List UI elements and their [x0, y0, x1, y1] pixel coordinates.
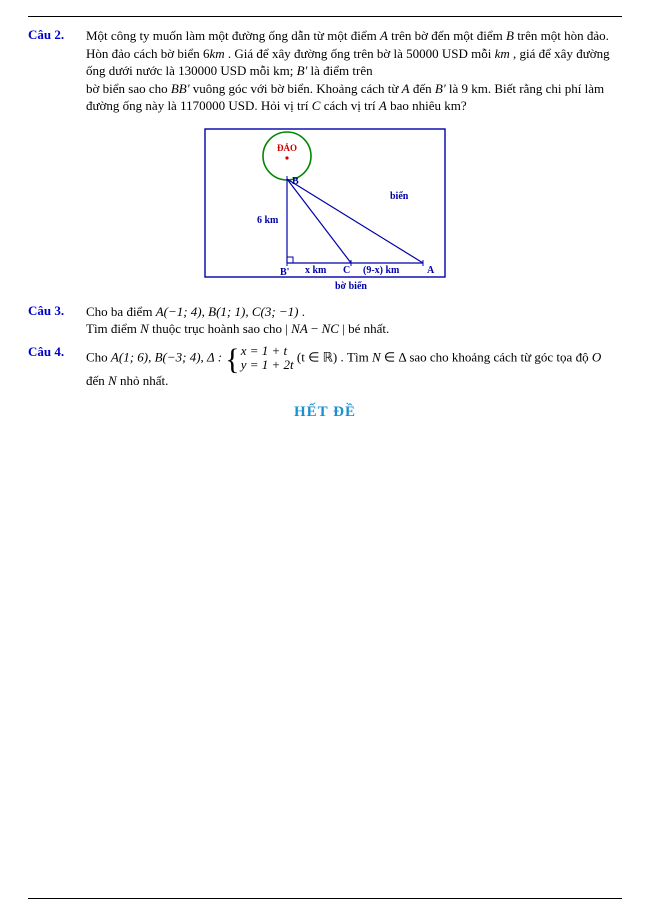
bottom-rule	[28, 898, 622, 899]
svg-text:x km: x km	[305, 265, 327, 276]
question-3-number: Câu 3.	[28, 303, 86, 338]
question-3-body: Cho ba điểm A(−1; 4), B(1; 1), C(3; −1) …	[86, 303, 622, 338]
svg-text:B: B	[292, 176, 299, 187]
question-2-number: Câu 2.	[28, 27, 86, 115]
q4-system: { x = 1 + t y = 1 + 2t	[225, 344, 293, 373]
q3-abc: A(−1; 4), B(1; 1), C(3; −1)	[156, 304, 299, 319]
q3-suffix: .	[302, 304, 305, 319]
question-4-body: Cho A(1; 6), B(−3; 4), Δ : { x = 1 + t y…	[86, 344, 622, 390]
q4-ab: A(1; 6), B(−3; 4), Δ :	[111, 349, 225, 364]
svg-text:B': B'	[280, 267, 290, 278]
q4-prefix: Cho	[86, 349, 111, 364]
end-of-exam: HẾT ĐỀ	[28, 404, 622, 421]
svg-text:biển: biển	[390, 191, 409, 202]
question-2: Câu 2. Một công ty muốn làm một đường ốn…	[28, 27, 622, 115]
svg-text:C: C	[343, 265, 350, 276]
diagram-container: ĐẢO Bbiển 6 km B' x km C (9-x) km Abờ biển	[28, 121, 622, 293]
svg-text:A: A	[427, 265, 435, 276]
q4-eq1: x = 1 + t	[241, 344, 294, 358]
question-3: Câu 3. Cho ba điểm A(−1; 4), B(1; 1), C(…	[28, 303, 622, 338]
q3-line2: Tìm điểm N thuộc trục hoành sao cho | NA…	[86, 321, 389, 336]
svg-text:ĐẢO: ĐẢO	[277, 143, 297, 153]
q2-line1: Một công ty muốn làm một đường ống dẫn t…	[86, 28, 610, 78]
pipeline-diagram: ĐẢO Bbiển 6 km B' x km C (9-x) km Abờ biển	[195, 121, 455, 293]
q4-eq2: y = 1 + 2t	[241, 358, 294, 372]
q4-system-eqs: x = 1 + t y = 1 + 2t	[241, 344, 294, 373]
q4-mid: (t ∈ ℝ)	[297, 349, 337, 364]
svg-text:6 km: 6 km	[257, 215, 279, 226]
q4-line2: đến N nhỏ nhất.	[86, 373, 168, 388]
page: Câu 2. Một công ty muốn làm một đường ốn…	[0, 0, 650, 919]
question-4: Câu 4. Cho A(1; 6), B(−3; 4), Δ : { x = …	[28, 344, 622, 390]
q3-prefix: Cho ba điểm	[86, 304, 156, 319]
brace-icon: {	[225, 349, 239, 371]
q4-rest: . Tìm N ∈ Δ sao cho khoảng cách từ góc t…	[341, 349, 602, 364]
svg-text:bờ biển: bờ biển	[335, 281, 367, 292]
top-rule	[28, 16, 622, 17]
q2-line2: bờ biển sao cho BB' vuông góc với bờ biể…	[86, 81, 604, 114]
question-4-number: Câu 4.	[28, 344, 86, 390]
svg-text:(9-x) km: (9-x) km	[363, 265, 400, 276]
question-2-body: Một công ty muốn làm một đường ống dẫn t…	[86, 27, 622, 115]
